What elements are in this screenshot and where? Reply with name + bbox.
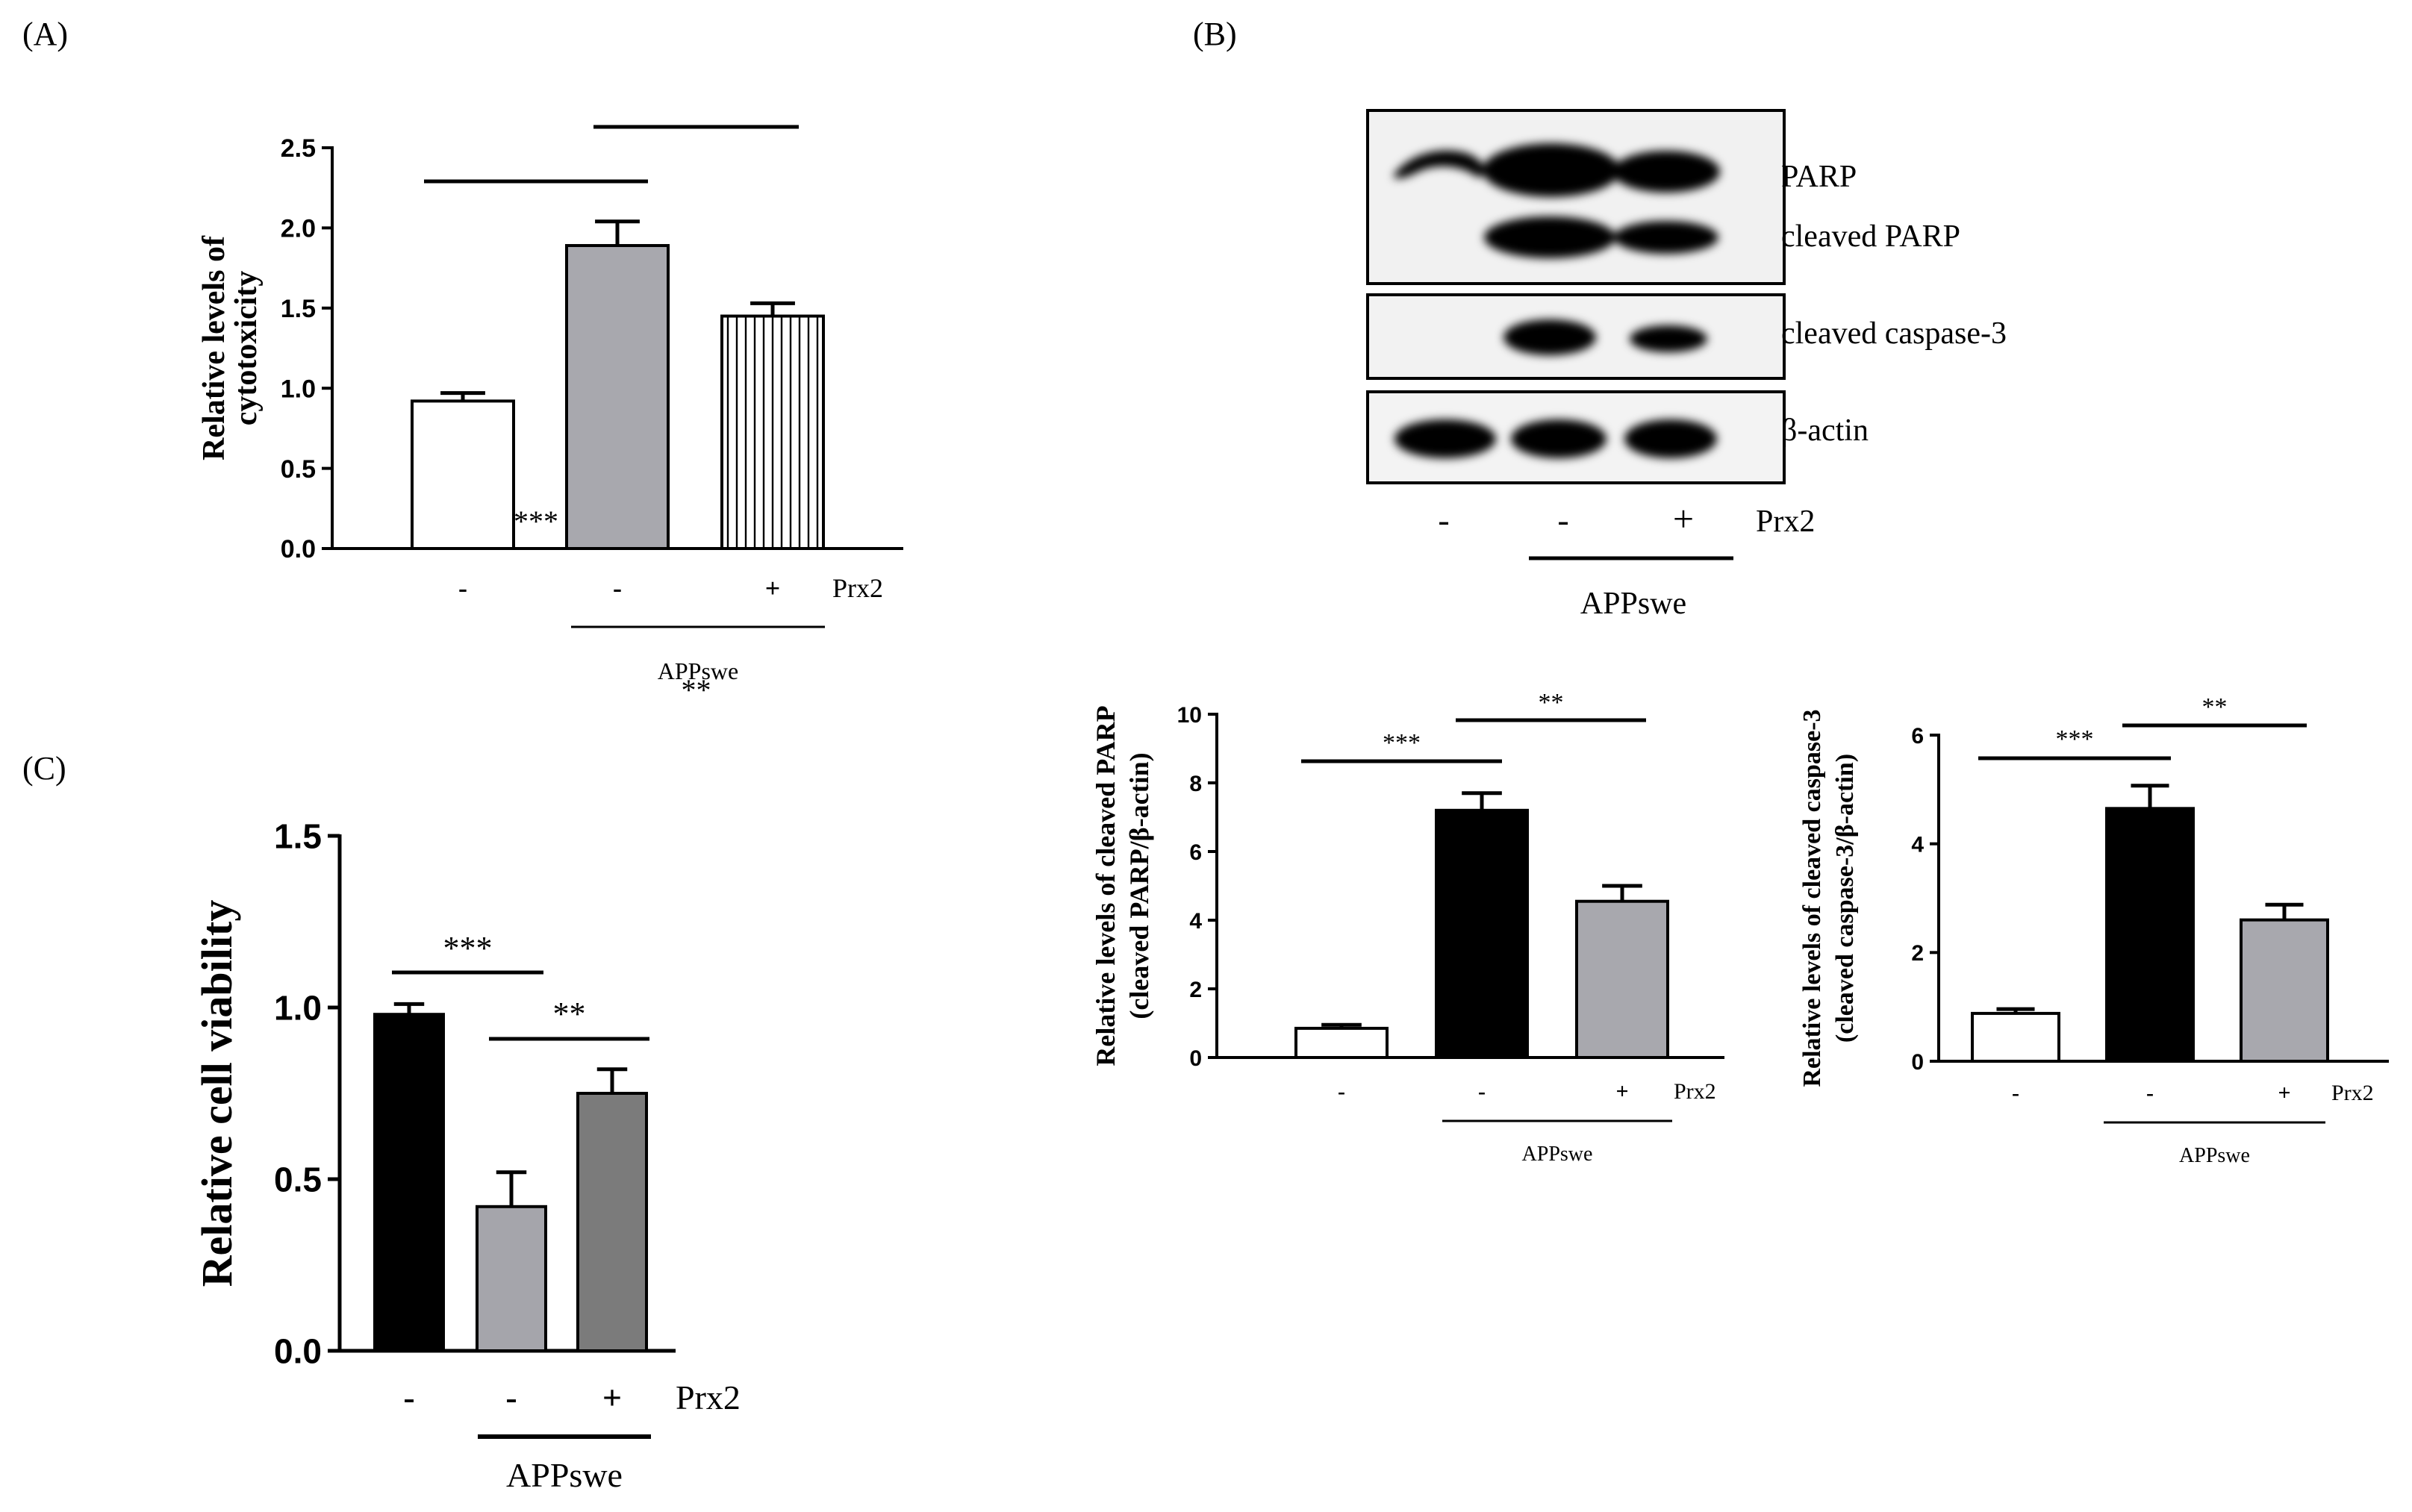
- band-caspase-lane3: [1630, 325, 1707, 352]
- x-category-label: -: [1478, 1079, 1486, 1104]
- x-category-label: -: [2146, 1081, 2154, 1105]
- blot-strip-parp: [1366, 109, 1786, 285]
- x-category-label: -: [2012, 1081, 2019, 1105]
- x-category-label: -: [458, 573, 467, 603]
- significance-label: ***: [1383, 729, 1421, 757]
- y-tick-label: 0: [1189, 1046, 1202, 1071]
- significance-label: **: [2202, 693, 2228, 721]
- x-category-label: +: [1615, 1079, 1628, 1104]
- treatment-label: Prx2: [1674, 1079, 1716, 1104]
- band-parp-lane2: [1483, 143, 1620, 197]
- y-tick-label: 1.0: [281, 375, 316, 403]
- y-axis-title: Relative cell viability: [193, 900, 241, 1287]
- x-category-label: +: [765, 573, 781, 603]
- significance-label: **: [682, 673, 711, 707]
- y-tick-label: 2.5: [281, 134, 316, 163]
- y-axis-title: (cleaved caspase-3/β-actin): [1831, 754, 1859, 1043]
- band-actin-lane2: [1511, 419, 1607, 458]
- group-label: APPswe: [2179, 1144, 2250, 1167]
- y-tick-label: 6: [1911, 724, 1924, 749]
- chart-cell-viability: 0.0 0.5 1.0 1.5 Relative cell viability - - + Pr…: [193, 817, 741, 1494]
- y-tick-label: 10: [1177, 703, 1202, 728]
- y-tick-label: 2: [1911, 941, 1924, 966]
- group-label: APPswe: [506, 1456, 623, 1494]
- bar: [373, 1013, 445, 1352]
- chart-cleaved-caspase-3: 0 2 4 6 Relative levels of cleaved caspase-3…: [1798, 693, 2389, 1167]
- panel-letter-b: (B): [1193, 16, 1237, 52]
- y-tick-label: 0.5: [274, 1160, 322, 1199]
- blot-group-label: APPswe: [1580, 587, 1686, 621]
- bar: [2105, 807, 2195, 1063]
- significance-label: ***: [514, 504, 558, 538]
- y-tick-label: 1.0: [274, 989, 322, 1028]
- y-tick-label: 1.5: [281, 295, 316, 323]
- y-tick-label: 6: [1189, 840, 1202, 865]
- blot-lane-mark-3: +: [1673, 498, 1694, 540]
- y-axis-title: cytotoxicity: [229, 271, 264, 426]
- western-blot: PARP cleaved PARP cleaved caspase-3 β-ac…: [1366, 109, 2007, 621]
- y-tick-label: 2: [1189, 978, 1202, 1002]
- x-category-label: -: [505, 1378, 517, 1416]
- y-axis-title: (cleaved PARP/β-actin): [1124, 752, 1154, 1019]
- band-actin-lane3: [1624, 419, 1717, 458]
- significance-label: ***: [2056, 725, 2094, 753]
- y-axis-title: Relative levels of: [197, 235, 231, 460]
- chart-cleaved-parp: 0 2 4 6 8 10 Relative levels of cleaved PARP (c…: [1091, 689, 1724, 1166]
- band-cleaved-parp-lane3: [1614, 221, 1718, 254]
- y-tick-label: 0.0: [281, 535, 316, 563]
- blot-label-beta-actin: β-actin: [1781, 413, 1869, 448]
- blot-label-cleaved-caspase-3: cleaved caspase-3: [1781, 316, 2007, 351]
- y-tick-label: 4: [1189, 909, 1202, 934]
- panel-letter-c: (C): [22, 750, 66, 787]
- bar: [576, 1092, 648, 1352]
- treatment-label: Prx2: [2331, 1081, 2374, 1105]
- x-category-label: -: [613, 573, 622, 603]
- band-parp-lane1: [1393, 150, 1485, 178]
- y-tick-label: 0: [1911, 1050, 1924, 1075]
- chart-cytotoxicity: 0.0 0.5 1.0 1.5 2.0 2.5 Relative levels ofcyto…: [197, 125, 903, 707]
- x-category-label: +: [2278, 1081, 2290, 1105]
- blot-label-cleaved-parp: cleaved PARP: [1781, 219, 1960, 254]
- y-tick-label: 0.5: [281, 455, 316, 484]
- treatment-label: Prx2: [832, 573, 883, 603]
- band-caspase-lane2: [1503, 319, 1596, 355]
- y-axis-title: Relative levels of cleaved PARP: [1091, 705, 1121, 1066]
- group-label: APPswe: [1522, 1143, 1593, 1166]
- bar: [720, 314, 825, 550]
- band-actin-lane1: [1394, 419, 1496, 458]
- bar: [1435, 808, 1529, 1060]
- significance-label: **: [1539, 689, 1564, 716]
- bar: [476, 1205, 547, 1353]
- blot-lane-mark-2: -: [1557, 501, 1568, 539]
- blot-label-parp: PARP: [1781, 160, 1857, 194]
- significance-label: **: [553, 996, 586, 1032]
- blot-treatment-label: Prx2: [1756, 504, 1815, 539]
- y-tick-label: 8: [1189, 772, 1202, 796]
- bar: [2240, 918, 2329, 1063]
- x-category-label: -: [403, 1378, 414, 1416]
- y-axis-title: Relative levels of cleaved caspase-3: [1798, 709, 1826, 1087]
- y-tick-label: 2.0: [281, 215, 316, 243]
- significance-label: ***: [443, 930, 493, 966]
- bar: [411, 399, 515, 550]
- y-tick-label: 1.5: [274, 817, 322, 856]
- group-label: APPswe: [658, 657, 738, 684]
- blot-lane-mark-1: -: [1438, 501, 1449, 539]
- treatment-label: Prx2: [676, 1378, 741, 1416]
- bar: [565, 244, 670, 550]
- bar: [1971, 1011, 2060, 1063]
- band-cleaved-parp-lane2: [1484, 216, 1615, 258]
- panel-letter-a: (A): [22, 16, 68, 52]
- y-tick-label: 0.0: [274, 1332, 322, 1371]
- band-parp-lane3: [1612, 151, 1720, 193]
- x-category-label: -: [1338, 1079, 1345, 1104]
- y-tick-label: 4: [1911, 832, 1924, 857]
- bar: [1575, 899, 1669, 1059]
- x-category-label: +: [602, 1378, 622, 1416]
- bar: [1294, 1026, 1389, 1060]
